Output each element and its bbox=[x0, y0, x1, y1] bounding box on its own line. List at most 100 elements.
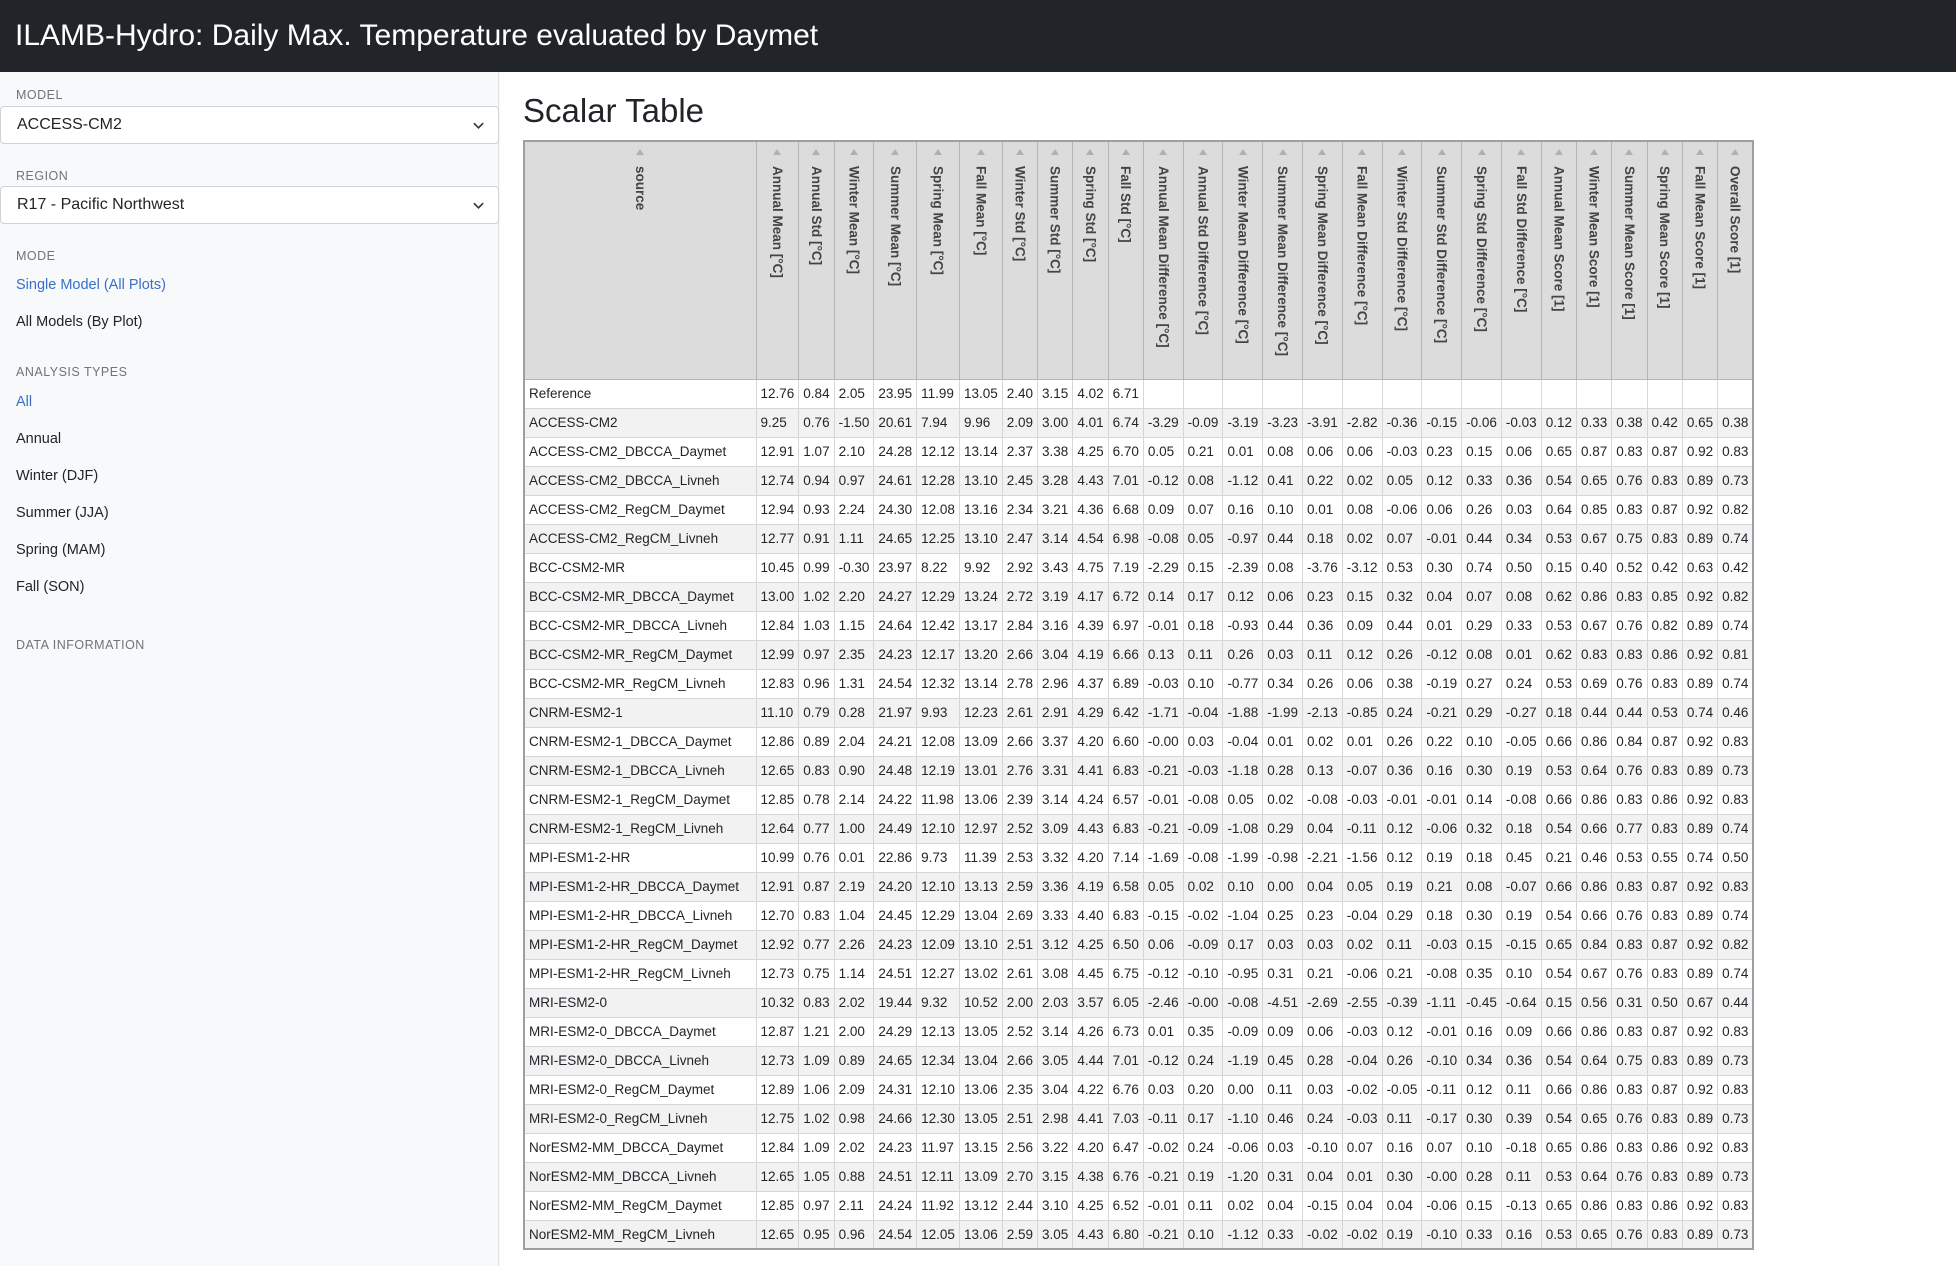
table-cell: 6.75 bbox=[1107, 958, 1144, 989]
sort-arrow-icon[interactable] bbox=[1121, 149, 1130, 155]
column-header-source[interactable]: source bbox=[523, 140, 757, 380]
column-header[interactable]: Annual Mean Score [1] bbox=[1540, 140, 1577, 380]
column-header[interactable]: Winter Std Difference [°C] bbox=[1381, 140, 1423, 380]
analysis-fall[interactable]: Fall (SON) bbox=[16, 579, 85, 595]
analysis-winter[interactable]: Winter (DJF) bbox=[16, 468, 99, 484]
sort-arrow-icon[interactable] bbox=[1477, 149, 1486, 155]
table-cell: 4.43 bbox=[1072, 813, 1109, 844]
column-header[interactable]: Annual Std [°C] bbox=[798, 140, 835, 380]
column-header[interactable]: Summer Mean [°C] bbox=[873, 140, 918, 380]
sort-arrow-icon[interactable] bbox=[1358, 149, 1367, 155]
sort-arrow-icon[interactable] bbox=[1397, 149, 1406, 155]
column-header[interactable]: Winter Mean Difference [°C] bbox=[1222, 140, 1264, 380]
mode-single-model[interactable]: Single Model (All Plots) bbox=[16, 277, 166, 293]
table-cell: 0.09 bbox=[1341, 610, 1383, 641]
table-cell: 0.30 bbox=[1381, 1161, 1423, 1192]
column-header[interactable]: Fall Mean [°C] bbox=[958, 140, 1003, 380]
table-cell: 0.04 bbox=[1302, 871, 1343, 902]
analysis-all[interactable]: All bbox=[16, 394, 33, 410]
sort-arrow-icon[interactable] bbox=[1051, 149, 1060, 155]
analysis-spring[interactable]: Spring (MAM) bbox=[16, 542, 106, 558]
table-cell: -0.17 bbox=[1421, 1103, 1463, 1134]
column-header[interactable]: Spring Mean [°C] bbox=[916, 140, 960, 380]
sort-arrow-icon[interactable] bbox=[1660, 149, 1669, 155]
table-row: MRI-ESM2-0 10.32 0.83 2.02 19.44 9.32 10.52 2.0… bbox=[523, 987, 1754, 1018]
mode-all-models[interactable]: All Models (By Plot) bbox=[16, 314, 143, 330]
column-header[interactable]: Summer Mean Difference [°C] bbox=[1262, 140, 1303, 380]
table-cell: 6.76 bbox=[1107, 1074, 1144, 1105]
table-cell: -1.71 bbox=[1142, 697, 1184, 728]
sort-arrow-icon[interactable] bbox=[812, 149, 821, 155]
model-select[interactable]: ACCESS-CM2 bbox=[0, 106, 499, 144]
sort-arrow-icon[interactable] bbox=[1695, 149, 1704, 155]
sort-arrow-icon[interactable] bbox=[1278, 149, 1287, 155]
table-cell: 2.26 bbox=[833, 929, 875, 960]
column-header[interactable]: Winter Std [°C] bbox=[1001, 140, 1039, 380]
table-cell: 0.92 bbox=[1681, 436, 1719, 467]
analysis-annual[interactable]: Annual bbox=[16, 431, 62, 447]
column-header-label: Fall Std [°C] bbox=[1118, 166, 1134, 243]
column-header[interactable]: Overall Score [1] bbox=[1717, 140, 1754, 380]
table-cell: 0.36 bbox=[1500, 1045, 1542, 1076]
sort-arrow-icon[interactable] bbox=[1318, 149, 1327, 155]
table-cell: 0.09 bbox=[1142, 494, 1184, 525]
column-header[interactable]: Fall Std Difference [°C] bbox=[1500, 140, 1542, 380]
sort-arrow-icon[interactable] bbox=[976, 149, 985, 155]
table-cell: 24.21 bbox=[873, 726, 918, 757]
sort-arrow-icon[interactable] bbox=[1015, 149, 1024, 155]
sort-arrow-icon[interactable] bbox=[1086, 149, 1095, 155]
sort-arrow-icon[interactable] bbox=[1554, 149, 1563, 155]
table-cell: 12.65 bbox=[755, 1161, 800, 1192]
sort-arrow-icon[interactable] bbox=[891, 149, 900, 155]
column-header[interactable]: Spring Mean Score [1] bbox=[1646, 140, 1683, 380]
sort-arrow-icon[interactable] bbox=[934, 149, 943, 155]
column-header[interactable]: Summer Std Difference [°C] bbox=[1421, 140, 1463, 380]
analysis-summer[interactable]: Summer (JJA) bbox=[16, 505, 109, 521]
column-header[interactable]: Winter Mean [°C] bbox=[833, 140, 875, 380]
table-cell: 0.22 bbox=[1421, 726, 1463, 757]
table-cell: 0.89 bbox=[1681, 1045, 1719, 1076]
column-header[interactable]: Spring Std Difference [°C] bbox=[1461, 140, 1502, 380]
region-select[interactable]: R17 - Pacific Northwest bbox=[0, 186, 499, 224]
sort-arrow-icon[interactable] bbox=[849, 149, 858, 155]
table-row: CNRM-ESM2-1_RegCM_Daymet 12.85 0.78 2.14 24.… bbox=[523, 784, 1754, 815]
table-cell: -0.15 bbox=[1421, 407, 1463, 438]
column-header[interactable]: Annual Mean Difference [°C] bbox=[1142, 140, 1184, 380]
sort-arrow-icon[interactable] bbox=[1199, 149, 1208, 155]
sort-arrow-icon[interactable] bbox=[1731, 149, 1740, 155]
table-cell: 0.02 bbox=[1302, 726, 1343, 757]
table-cell: 0.54 bbox=[1540, 465, 1577, 496]
table-cell: 0.67 bbox=[1575, 958, 1613, 989]
table-cell: 0.53 bbox=[1646, 697, 1683, 728]
sort-arrow-icon[interactable] bbox=[1590, 149, 1599, 155]
data-information-link[interactable]: DATA INFORMATION bbox=[16, 638, 145, 652]
table-cell: 0.53 bbox=[1540, 1219, 1577, 1250]
sort-arrow-icon[interactable] bbox=[1517, 149, 1526, 155]
sort-arrow-icon[interactable] bbox=[636, 149, 645, 155]
table-cell: -0.08 bbox=[1182, 784, 1224, 815]
table-cell: 0.03 bbox=[1262, 639, 1303, 670]
column-header[interactable]: Spring Mean Difference [°C] bbox=[1302, 140, 1343, 380]
sort-arrow-icon[interactable] bbox=[1437, 149, 1446, 155]
table-cell: 0.89 bbox=[1681, 1161, 1719, 1192]
column-header[interactable]: Fall Mean Score [1] bbox=[1681, 140, 1719, 380]
column-header[interactable]: Summer Mean Score [1] bbox=[1611, 140, 1648, 380]
column-header[interactable]: Fall Std [°C] bbox=[1107, 140, 1144, 380]
table-cell: 3.05 bbox=[1037, 1219, 1074, 1250]
column-header[interactable]: Winter Mean Score [1] bbox=[1575, 140, 1613, 380]
column-header[interactable]: Annual Mean [°C] bbox=[755, 140, 800, 380]
sort-arrow-icon[interactable] bbox=[1159, 149, 1168, 155]
table-cell: 3.43 bbox=[1037, 552, 1074, 583]
table-cell: 0.87 bbox=[1646, 494, 1683, 525]
column-header[interactable]: Annual Std Difference [°C] bbox=[1182, 140, 1224, 380]
column-header[interactable]: Fall Mean Difference [°C] bbox=[1341, 140, 1383, 380]
column-header[interactable]: Spring Std [°C] bbox=[1072, 140, 1109, 380]
table-cell: -0.09 bbox=[1182, 407, 1224, 438]
sort-arrow-icon[interactable] bbox=[1238, 149, 1247, 155]
sort-arrow-icon[interactable] bbox=[1625, 149, 1634, 155]
table-cell: 0.94 bbox=[798, 465, 835, 496]
table-cell: 0.86 bbox=[1575, 1016, 1613, 1047]
sort-arrow-icon[interactable] bbox=[773, 149, 782, 155]
column-header[interactable]: Summer Std [°C] bbox=[1037, 140, 1074, 380]
table-cell: 12.28 bbox=[916, 465, 960, 496]
